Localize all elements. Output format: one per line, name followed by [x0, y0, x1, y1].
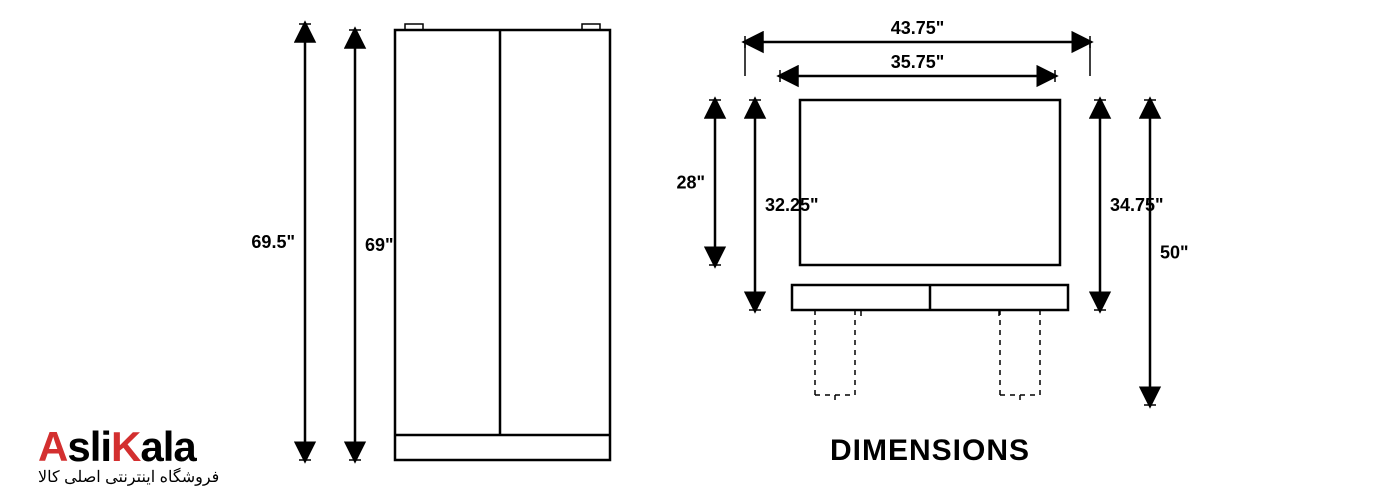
dim-34-75: 34.75" — [1110, 195, 1164, 215]
brand-logo: AsliKala فروشگاه اینترنتی اصلی کالا — [38, 426, 219, 486]
dim-28: 28" — [676, 173, 705, 193]
brand-logo-text: AsliKala — [38, 426, 219, 468]
dim-50: 50" — [1160, 243, 1189, 263]
dim-69: 69" — [365, 235, 394, 255]
dim-69-5: 69.5" — [251, 232, 295, 252]
brand-logo-subtitle: فروشگاه اینترنتی اصلی کالا — [38, 470, 219, 486]
dimensions-diagram: 69.5" 69" 43.75" 35.75" 28" 32.25" 34.75" 50" DI… — [0, 0, 1400, 500]
dim-32-25: 32.25" — [765, 195, 819, 215]
title-dimensions: DIMENSIONS — [830, 434, 1030, 467]
dim-35-75: 35.75" — [891, 52, 945, 72]
dim-43-75: 43.75" — [891, 18, 945, 38]
